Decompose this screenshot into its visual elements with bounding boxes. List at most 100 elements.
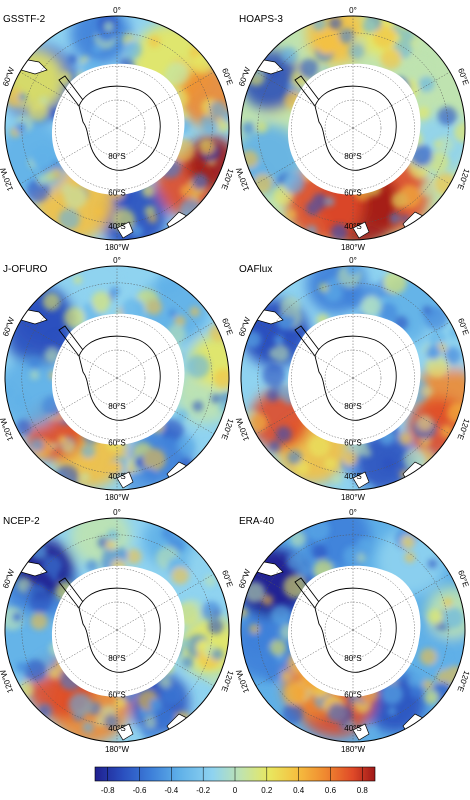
graticule-label-80s: 80°S xyxy=(344,152,361,161)
graticule-label-180w: 180°W xyxy=(105,493,130,502)
graticule-label-40s: 40°S xyxy=(108,472,125,481)
graticule-label-60s: 60°S xyxy=(344,189,361,198)
map-border xyxy=(4,517,230,743)
graticule-label-120e: 120°E xyxy=(455,167,470,191)
graticule-label-180w: 180°W xyxy=(341,493,366,502)
panel-title: NCEP-2 xyxy=(3,516,40,527)
graticule-label-40s: 40°S xyxy=(344,222,361,231)
graticule-label-40s: 40°S xyxy=(108,222,125,231)
graticule-label-180w: 180°W xyxy=(341,745,366,754)
graticule-label-120w: 120°W xyxy=(234,166,251,192)
graticule-label-120w: 120°W xyxy=(234,668,251,694)
antarctica-coastline xyxy=(294,577,397,673)
antarctica-coastline xyxy=(58,577,161,673)
graticule xyxy=(255,16,451,240)
graticule-label-120e: 120°E xyxy=(455,417,470,441)
colorbar-tick-label: 0 xyxy=(233,786,238,795)
graticule-label-120e: 120°E xyxy=(219,669,235,693)
flux-field xyxy=(5,16,229,240)
landmass xyxy=(352,723,370,741)
graticule-label-0: 0° xyxy=(349,6,357,15)
graticule-label-0: 0° xyxy=(113,6,121,15)
antarctica-coastline xyxy=(58,325,161,421)
graticule-label-120e: 120°E xyxy=(219,167,235,191)
map-border xyxy=(240,265,466,491)
landmass xyxy=(116,723,134,741)
graticule-label-120e: 120°E xyxy=(219,417,235,441)
graticule-label-60e: 60°E xyxy=(220,317,234,336)
panel-title: HOAPS-3 xyxy=(239,14,283,25)
sea-ice-region xyxy=(51,63,185,195)
graticule-label-60e: 60°E xyxy=(456,569,470,588)
graticule xyxy=(255,518,451,742)
flux-field xyxy=(241,266,465,490)
antarctica-coastline xyxy=(294,325,397,421)
sea-ice-region xyxy=(51,565,185,697)
landmass xyxy=(352,471,370,489)
panel-title: GSSTF-2 xyxy=(3,14,46,25)
colorbar-tick-label: 0.2 xyxy=(261,786,273,795)
sea-ice-region xyxy=(287,63,421,195)
landmass xyxy=(116,221,134,239)
graticule-label-60s: 60°S xyxy=(344,439,361,448)
graticule-label-0: 0° xyxy=(113,508,121,517)
sea-ice-region xyxy=(287,565,421,697)
graticule-label-180w: 180°W xyxy=(105,243,130,252)
graticule-label-0: 0° xyxy=(113,256,121,265)
graticule-label-0: 0° xyxy=(349,508,357,517)
map-border xyxy=(4,15,230,241)
antarctica-coastline xyxy=(294,75,397,171)
sea-ice-region xyxy=(51,313,185,445)
panel-title: J-OFURO xyxy=(3,264,48,275)
graticule xyxy=(255,266,451,490)
graticule-label-120e: 120°E xyxy=(455,669,470,693)
landmass xyxy=(116,471,134,489)
graticule xyxy=(19,266,215,490)
graticule-label-40s: 40°S xyxy=(344,472,361,481)
colorbar-tick-label: -0.6 xyxy=(133,786,147,795)
colorbar-tick-label: 0.4 xyxy=(293,786,305,795)
graticule-label-40s: 40°S xyxy=(344,724,361,733)
graticule-label-60e: 60°E xyxy=(456,67,470,86)
flux-field xyxy=(5,266,229,490)
graticule-label-180w: 180°W xyxy=(105,745,130,754)
graticule-label-0: 0° xyxy=(349,256,357,265)
colorbar-tick-label: 0.8 xyxy=(357,786,369,795)
landmass xyxy=(352,221,370,239)
colorbar: -0.8 -0.6 -0.4 -0.2 0 0.2 0.4 0.6 0.8 xyxy=(94,766,376,795)
graticule-label-120w: 120°W xyxy=(234,416,251,442)
graticule-label-60s: 60°S xyxy=(108,439,125,448)
graticule-label-80s: 80°S xyxy=(344,654,361,663)
flux-field xyxy=(241,518,465,742)
map-border xyxy=(240,15,466,241)
graticule-label-60e: 60°E xyxy=(220,67,234,86)
graticule-label-60s: 60°S xyxy=(344,691,361,700)
graticule xyxy=(19,518,215,742)
colorbar-tick-label: 0.6 xyxy=(325,786,337,795)
graticule-label-80s: 80°S xyxy=(344,402,361,411)
graticule-label-60s: 60°S xyxy=(108,691,125,700)
graticule-label-60s: 60°S xyxy=(108,189,125,198)
graticule-label-60e: 60°E xyxy=(220,569,234,588)
graticule-label-80s: 80°S xyxy=(108,402,125,411)
map-border xyxy=(4,265,230,491)
graticule-label-80s: 80°S xyxy=(108,152,125,161)
panel-title: OAFlux xyxy=(239,264,272,275)
graticule-label-60e: 60°E xyxy=(456,317,470,336)
flux-field xyxy=(241,16,465,240)
graticule-label-80s: 80°S xyxy=(108,654,125,663)
graticule-label-40s: 40°S xyxy=(108,724,125,733)
sea-ice-region xyxy=(287,313,421,445)
graticule-label-180w: 180°W xyxy=(341,243,366,252)
colorbar-tick-label: -0.4 xyxy=(164,786,178,795)
map-border xyxy=(240,517,466,743)
panel-title: ERA-40 xyxy=(239,516,274,527)
antarctica-coastline xyxy=(58,75,161,171)
